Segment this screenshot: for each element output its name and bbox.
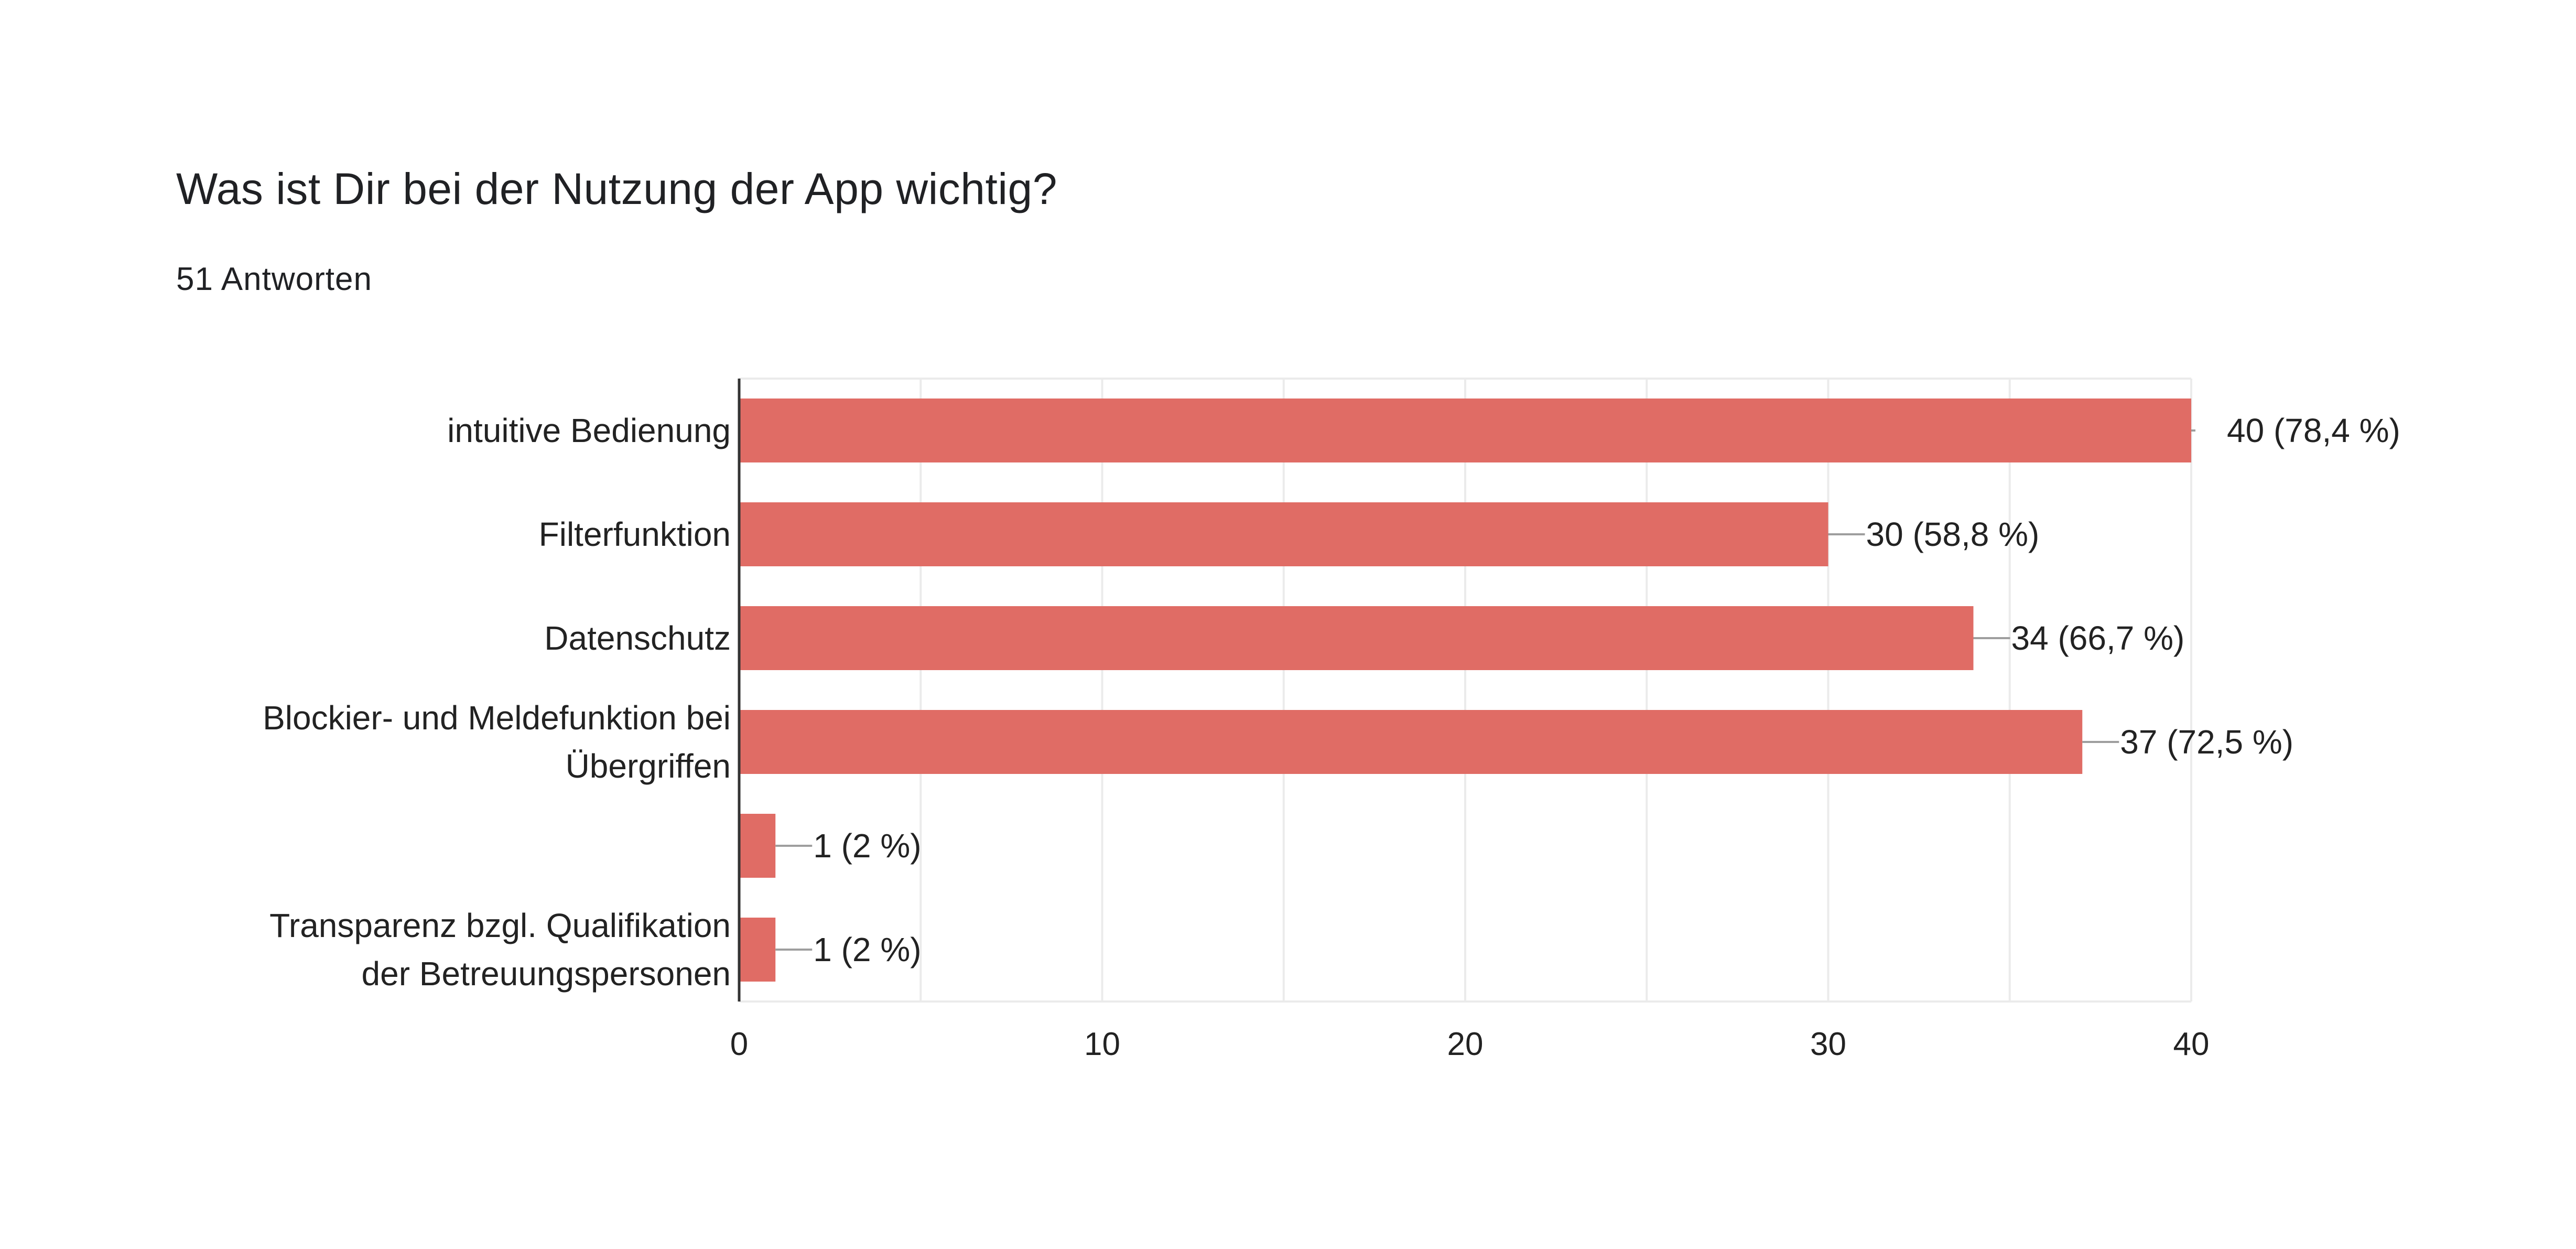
x-tick-label-10: 10 [1084, 1026, 1120, 1062]
data-label-1: 30 (58,8 %) [1866, 515, 2040, 553]
category-label-1: Filterfunktion [539, 515, 731, 553]
category-label-3-line-0: Blockier- und Meldefunktion bei [263, 699, 731, 737]
bar-4 [739, 814, 776, 878]
bar-0 [739, 399, 2191, 462]
x-tick-label-20: 20 [1447, 1026, 1484, 1062]
category-label-5-line-0: Transparenz bzgl. Qualifikation [269, 907, 731, 944]
category-label-5-line-1: der Betreuungspersonen [362, 955, 731, 993]
data-label-2: 34 (66,7 %) [2011, 619, 2185, 657]
category-label-0: intuitive Bedienung [447, 412, 731, 449]
x-tick-label-30: 30 [1810, 1026, 1846, 1062]
response-count: 51 Antworten [176, 261, 372, 297]
x-tick-label-0: 0 [730, 1026, 748, 1062]
bar-2 [739, 606, 1974, 670]
bar-1 [739, 502, 1828, 566]
category-label-2: Datenschutz [544, 619, 731, 657]
bar-5 [739, 918, 776, 982]
category-label-3-line-1: Übergriffen [566, 747, 731, 785]
data-label-3: 37 (72,5 %) [2120, 723, 2293, 761]
data-label-0: 40 (78,4 %) [2227, 412, 2400, 449]
x-tick-label-40: 40 [2173, 1026, 2210, 1062]
data-label-5: 1 (2 %) [813, 931, 921, 968]
data-label-4: 1 (2 %) [813, 827, 921, 865]
chart-title: Was ist Dir bei der Nutzung der App wich… [176, 164, 1057, 213]
bar-3 [739, 710, 2083, 774]
